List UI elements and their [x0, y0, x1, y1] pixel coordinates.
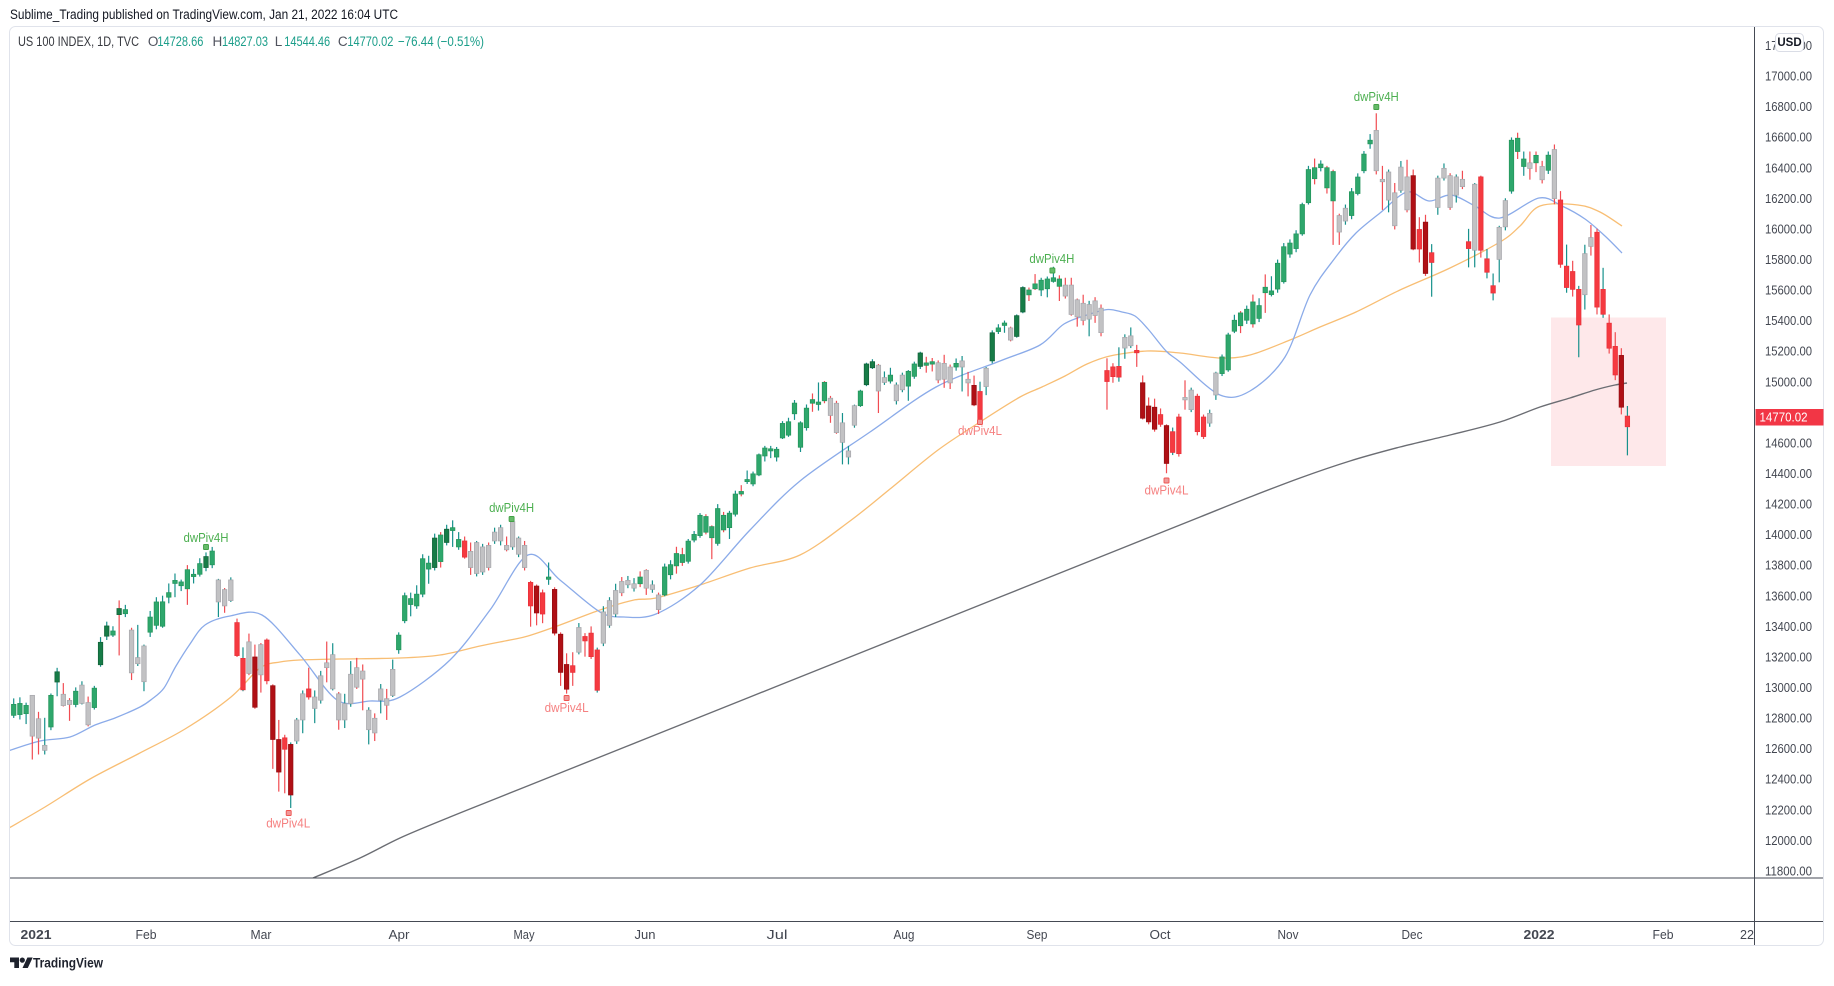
svg-text:dwPiv4H: dwPiv4H	[1029, 251, 1074, 266]
svg-text:12000.00: 12000.00	[1765, 833, 1812, 848]
svg-text:14400.00: 14400.00	[1765, 466, 1812, 481]
svg-text:Feb: Feb	[136, 927, 157, 942]
svg-text:Jun: Jun	[635, 927, 656, 942]
svg-text:dwPiv4L: dwPiv4L	[545, 700, 589, 715]
svg-text:dwPiv4H: dwPiv4H	[184, 530, 229, 545]
svg-text:Feb: Feb	[1653, 927, 1674, 942]
svg-text:−76.44 (−0.51%): −76.44 (−0.51%)	[398, 34, 484, 49]
svg-text:11800.00: 11800.00	[1765, 863, 1812, 878]
svg-text:15000.00: 15000.00	[1765, 374, 1812, 389]
svg-text:13400.00: 13400.00	[1765, 619, 1812, 634]
svg-text:May: May	[514, 927, 535, 942]
svg-text:TradingView: TradingView	[33, 956, 103, 971]
svg-text:US 100 INDEX, 1D, TVC: US 100 INDEX, 1D, TVC	[18, 34, 139, 49]
svg-text:15200.00: 15200.00	[1765, 344, 1812, 359]
svg-text:H: H	[213, 34, 223, 49]
svg-text:13600.00: 13600.00	[1765, 588, 1812, 603]
svg-text:Nov: Nov	[1278, 927, 1299, 942]
svg-text:14600.00: 14600.00	[1765, 435, 1812, 450]
svg-text:Sep: Sep	[1027, 927, 1048, 942]
svg-text:13000.00: 13000.00	[1765, 680, 1812, 695]
svg-text:13200.00: 13200.00	[1765, 649, 1812, 664]
svg-text:22: 22	[1740, 927, 1754, 942]
svg-text:14728.66: 14728.66	[157, 34, 203, 49]
svg-text:12400.00: 12400.00	[1765, 772, 1812, 787]
svg-text:12800.00: 12800.00	[1765, 711, 1812, 726]
svg-text:2022: 2022	[1524, 927, 1555, 942]
svg-text:dwPiv4H: dwPiv4H	[489, 500, 534, 515]
svg-text:USD: USD	[1777, 37, 1801, 49]
svg-text:14770.02: 14770.02	[347, 34, 393, 49]
svg-text:16800.00: 16800.00	[1765, 99, 1812, 114]
svg-text:dwPiv4L: dwPiv4L	[958, 423, 1002, 438]
svg-text:15600.00: 15600.00	[1765, 283, 1812, 298]
svg-text:12200.00: 12200.00	[1765, 802, 1812, 817]
svg-text:dwPiv4L: dwPiv4L	[1145, 483, 1189, 498]
svg-text:Jul: Jul	[767, 927, 788, 942]
svg-text:15400.00: 15400.00	[1765, 313, 1812, 328]
svg-text:O: O	[148, 34, 159, 49]
svg-text:Dec: Dec	[1402, 927, 1423, 942]
svg-text:16000.00: 16000.00	[1765, 221, 1812, 236]
svg-text:14000.00: 14000.00	[1765, 527, 1812, 542]
svg-text:Apr: Apr	[389, 927, 411, 942]
svg-text:C: C	[338, 34, 348, 49]
svg-text:16600.00: 16600.00	[1765, 130, 1812, 145]
svg-text:12600.00: 12600.00	[1765, 741, 1812, 756]
svg-text:dwPiv4L: dwPiv4L	[266, 816, 310, 831]
svg-text:13800.00: 13800.00	[1765, 558, 1812, 573]
svg-text:2021: 2021	[21, 927, 52, 942]
svg-text:Mar: Mar	[251, 927, 273, 942]
svg-text:14544.46: 14544.46	[284, 34, 330, 49]
svg-text:16200.00: 16200.00	[1765, 191, 1812, 206]
svg-text:Oct: Oct	[1150, 927, 1171, 942]
svg-text:dwPiv4H: dwPiv4H	[1354, 89, 1399, 104]
svg-text:L: L	[275, 34, 283, 49]
svg-text:Aug: Aug	[894, 927, 915, 942]
svg-text:14770.02: 14770.02	[1760, 410, 1808, 425]
svg-text:14200.00: 14200.00	[1765, 497, 1812, 512]
svg-text:15800.00: 15800.00	[1765, 252, 1812, 267]
svg-text:Sublime_Trading published on T: Sublime_Trading published on TradingView…	[10, 7, 398, 22]
svg-text:14827.03: 14827.03	[222, 34, 268, 49]
svg-text:17000.00: 17000.00	[1765, 69, 1812, 84]
svg-text:16400.00: 16400.00	[1765, 160, 1812, 175]
